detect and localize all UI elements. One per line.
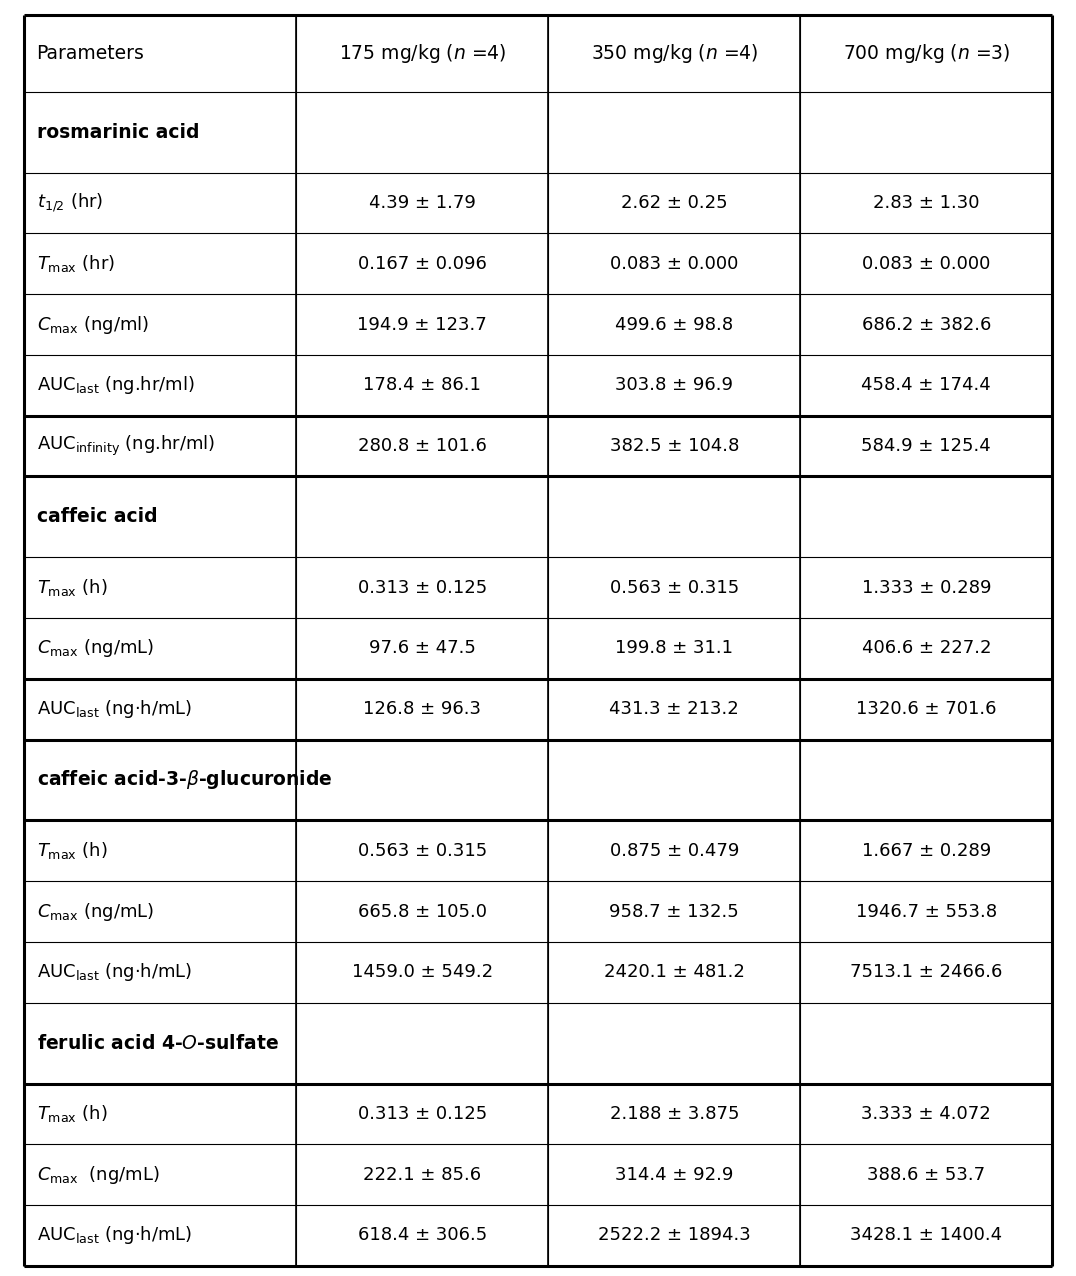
Text: 665.8 ± 105.0: 665.8 ± 105.0 [358,902,486,920]
Text: 958.7 ± 132.5: 958.7 ± 132.5 [609,902,739,920]
Text: caffeic acid: caffeic acid [37,508,157,527]
Text: 3.333 ± 4.072: 3.333 ± 4.072 [862,1105,991,1123]
Text: 222.1 ± 85.6: 222.1 ± 85.6 [364,1166,481,1184]
Text: 1946.7 ± 553.8: 1946.7 ± 553.8 [855,902,996,920]
Text: 1.333 ± 0.289: 1.333 ± 0.289 [862,579,991,597]
Text: 2420.1 ± 481.2: 2420.1 ± 481.2 [604,963,745,981]
Text: $C_{\rm max}$ (ng/ml): $C_{\rm max}$ (ng/ml) [37,314,148,336]
Text: 126.8 ± 96.3: 126.8 ± 96.3 [364,701,481,718]
Text: 700 mg/kg ($n$ =3): 700 mg/kg ($n$ =3) [843,42,1010,65]
Text: 0.563 ± 0.315: 0.563 ± 0.315 [357,842,487,860]
Text: caffeic acid-3-$\beta$-glucuronide: caffeic acid-3-$\beta$-glucuronide [37,768,332,791]
Text: 618.4 ± 306.5: 618.4 ± 306.5 [357,1226,487,1244]
Text: 2.62 ± 0.25: 2.62 ± 0.25 [621,194,727,212]
Text: 2.188 ± 3.875: 2.188 ± 3.875 [609,1105,739,1123]
Text: 388.6 ± 53.7: 388.6 ± 53.7 [867,1166,986,1184]
Text: 1.667 ± 0.289: 1.667 ± 0.289 [862,842,991,860]
Text: 2522.2 ± 1894.3: 2522.2 ± 1894.3 [598,1226,751,1244]
Text: 2.83 ± 1.30: 2.83 ± 1.30 [873,194,979,212]
Text: $T_{\rm max}$ (hr): $T_{\rm max}$ (hr) [37,254,114,274]
Text: $\rm AUC_{last}$ (ng·h/mL): $\rm AUC_{last}$ (ng·h/mL) [37,961,192,984]
Text: 406.6 ± 227.2: 406.6 ± 227.2 [862,639,991,657]
Text: 280.8 ± 101.6: 280.8 ± 101.6 [358,436,486,456]
Text: 0.563 ± 0.315: 0.563 ± 0.315 [610,579,739,597]
Text: $\rm AUC_{last}$ (ng.hr/ml): $\rm AUC_{last}$ (ng.hr/ml) [37,374,194,397]
Text: $T_{\rm max}$ (h): $T_{\rm max}$ (h) [37,1104,108,1124]
Text: $C_{\rm max}$ (ng/mL): $C_{\rm max}$ (ng/mL) [37,638,154,660]
Text: 1459.0 ± 549.2: 1459.0 ± 549.2 [352,963,493,981]
Text: 0.167 ± 0.096: 0.167 ± 0.096 [358,255,486,273]
Text: 499.6 ± 98.8: 499.6 ± 98.8 [615,315,734,333]
Text: Parameters: Parameters [37,45,144,63]
Text: 175 mg/kg ($n$ =4): 175 mg/kg ($n$ =4) [339,42,506,65]
Text: 0.313 ± 0.125: 0.313 ± 0.125 [357,579,487,597]
Text: 194.9 ± 123.7: 194.9 ± 123.7 [357,315,487,333]
Text: 303.8 ± 96.9: 303.8 ± 96.9 [615,376,734,394]
Text: 686.2 ± 382.6: 686.2 ± 382.6 [862,315,991,333]
Text: 3428.1 ± 1400.4: 3428.1 ± 1400.4 [850,1226,1003,1244]
Text: 584.9 ± 125.4: 584.9 ± 125.4 [862,436,991,456]
Text: 7513.1 ± 2466.6: 7513.1 ± 2466.6 [850,963,1003,981]
Text: 0.083 ± 0.000: 0.083 ± 0.000 [862,255,991,273]
Text: 97.6 ± 47.5: 97.6 ± 47.5 [369,639,476,657]
Text: $\rm AUC_{infinity}$ (ng.hr/ml): $\rm AUC_{infinity}$ (ng.hr/ml) [37,434,215,458]
Text: 382.5 ± 104.8: 382.5 ± 104.8 [610,436,739,456]
Text: $C_{\rm max}$ (ng/mL): $C_{\rm max}$ (ng/mL) [37,901,154,923]
Text: $C_{\rm max}$  (ng/mL): $C_{\rm max}$ (ng/mL) [37,1164,159,1185]
Text: 431.3 ± 213.2: 431.3 ± 213.2 [609,701,739,718]
Text: 0.875 ± 0.479: 0.875 ± 0.479 [610,842,739,860]
Text: 4.39 ± 1.79: 4.39 ± 1.79 [369,194,476,212]
Text: rosmarinic acid: rosmarinic acid [37,122,199,142]
Text: 0.083 ± 0.000: 0.083 ± 0.000 [610,255,738,273]
Text: $\rm AUC_{last}$ (ng·h/mL): $\rm AUC_{last}$ (ng·h/mL) [37,698,192,720]
Text: 1320.6 ± 701.6: 1320.6 ± 701.6 [856,701,996,718]
Text: 350 mg/kg ($n$ =4): 350 mg/kg ($n$ =4) [591,42,758,65]
Text: 199.8 ± 31.1: 199.8 ± 31.1 [615,639,734,657]
Text: $\rm AUC_{last}$ (ng·h/mL): $\rm AUC_{last}$ (ng·h/mL) [37,1225,192,1247]
Text: 458.4 ± 174.4: 458.4 ± 174.4 [862,376,991,394]
Text: $t_{1/2}$ (hr): $t_{1/2}$ (hr) [37,191,103,214]
Text: 0.313 ± 0.125: 0.313 ± 0.125 [357,1105,487,1123]
Text: 178.4 ± 86.1: 178.4 ± 86.1 [364,376,481,394]
Text: 314.4 ± 92.9: 314.4 ± 92.9 [615,1166,734,1184]
Text: $T_{\rm max}$ (h): $T_{\rm max}$ (h) [37,841,108,861]
Text: $T_{\rm max}$ (h): $T_{\rm max}$ (h) [37,577,108,598]
Text: ferulic acid 4-$\it{O}$-sulfate: ferulic acid 4-$\it{O}$-sulfate [37,1034,279,1053]
